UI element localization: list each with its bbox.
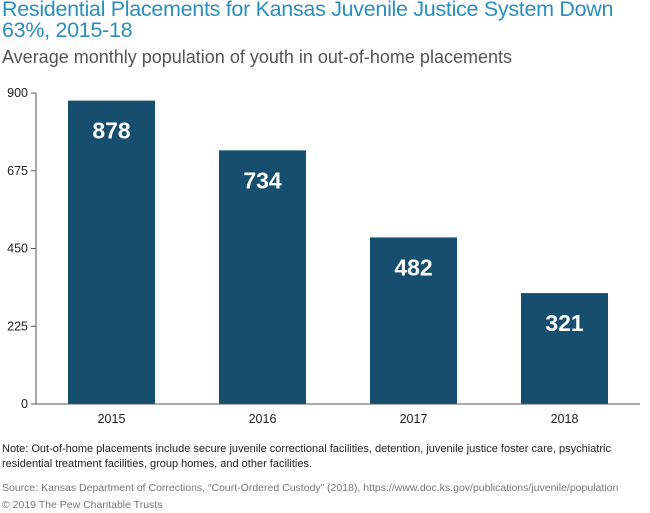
x-tick-label: 2018 [551, 412, 579, 426]
x-tick-label: 2015 [98, 412, 126, 426]
copyright: © 2019 The Pew Charitable Trusts [2, 499, 163, 511]
chart-title: Residential Placements for Kansas Juveni… [2, 0, 614, 42]
chart-source: Source: Kansas Department of Corrections… [2, 482, 619, 494]
y-tick-label: 225 [7, 319, 28, 333]
bar-2018 [521, 293, 608, 404]
chart-note: Note: Out-of-home placements include sec… [2, 443, 611, 470]
bars: 878 734 482 321 [68, 100, 608, 404]
bar-value-label: 734 [243, 167, 282, 193]
chart-subtitle: Average monthly population of youth in o… [2, 47, 512, 67]
x-axis: 2015 2016 2017 2018 [36, 403, 640, 426]
y-axis: 0 225 450 675 900 [7, 86, 37, 411]
bar-2015 [68, 100, 155, 404]
y-tick-label: 0 [21, 397, 28, 411]
x-tick-label: 2016 [249, 412, 277, 426]
y-tick-label: 675 [7, 164, 28, 178]
bar-2017 [370, 237, 457, 404]
x-tick-label: 2017 [400, 412, 428, 426]
y-tick-label: 450 [7, 242, 28, 256]
bar-value-label: 482 [394, 254, 432, 280]
bar-value-label: 321 [545, 310, 584, 336]
bar-value-label: 878 [92, 118, 131, 144]
y-tick-label: 900 [7, 86, 28, 100]
bar-2016 [219, 150, 306, 404]
